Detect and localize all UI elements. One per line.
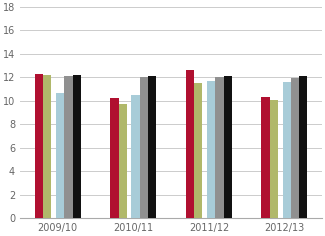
Bar — [224, 76, 232, 218]
Bar — [119, 104, 127, 218]
Bar — [207, 81, 215, 218]
Bar — [43, 75, 51, 218]
Bar — [131, 95, 140, 218]
Bar — [72, 75, 81, 218]
Bar — [282, 82, 291, 218]
Bar — [148, 76, 156, 218]
Bar — [291, 79, 299, 218]
Bar — [64, 76, 72, 218]
Bar — [299, 76, 307, 218]
Bar — [110, 98, 119, 218]
Bar — [261, 97, 270, 218]
Bar — [186, 70, 194, 218]
Bar — [194, 83, 202, 218]
Bar — [140, 77, 148, 218]
Bar — [270, 100, 278, 218]
Bar — [56, 93, 64, 218]
Bar — [215, 77, 224, 218]
Bar — [35, 74, 43, 218]
